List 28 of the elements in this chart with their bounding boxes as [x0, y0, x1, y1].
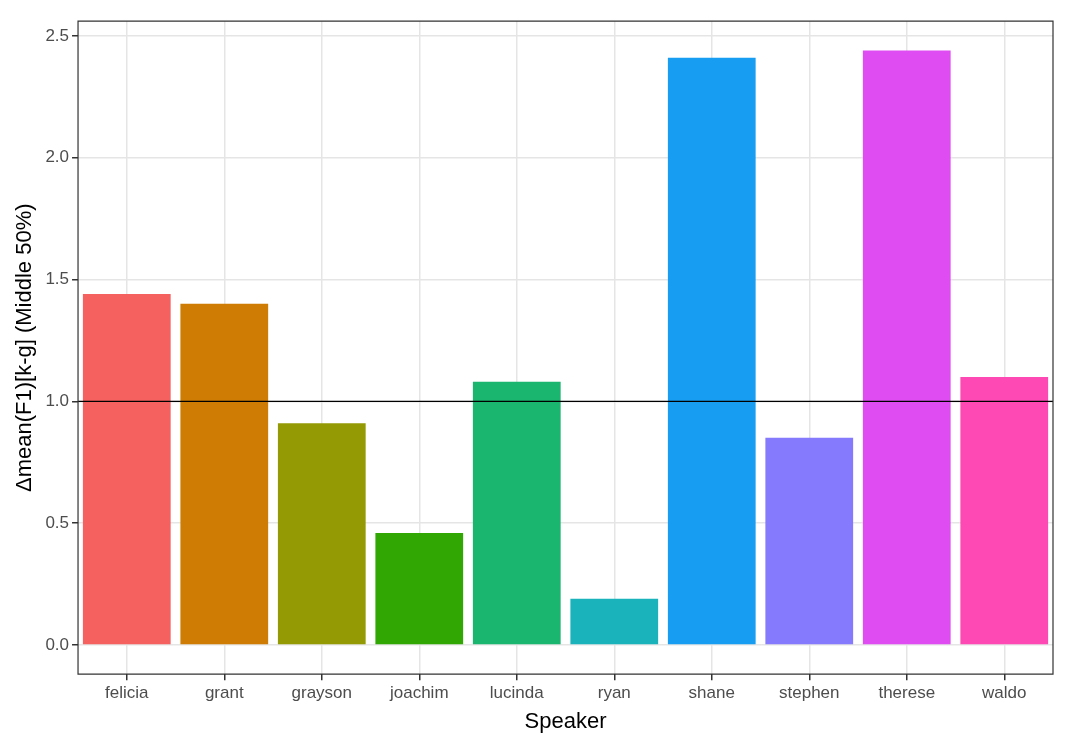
y-tick-label: 2.0 [45, 147, 70, 167]
y-tick-label: 0.5 [45, 512, 70, 532]
bar [375, 532, 464, 645]
x-tick-label: grant [204, 683, 244, 703]
bar [765, 437, 854, 645]
bar [570, 598, 659, 645]
x-tick-label: joachim [388, 683, 449, 703]
y-tick-label: 1.5 [45, 269, 70, 289]
x-tick-label: waldo [981, 683, 1027, 703]
bar [960, 376, 1049, 645]
bar [667, 57, 756, 645]
x-tick-label: ryan [597, 683, 631, 703]
bar [862, 50, 951, 645]
bar [472, 381, 561, 645]
y-tick-label: 2.5 [45, 25, 70, 45]
x-tick-label: lucinda [489, 683, 545, 703]
bar [82, 294, 171, 645]
x-tick-label: felicia [105, 683, 150, 703]
y-tick-label: 1.0 [45, 390, 70, 410]
bar [277, 423, 366, 645]
x-tick-label: stephen [779, 683, 840, 703]
x-tick-label: shane [688, 683, 735, 703]
x-axis-title: Speaker [524, 707, 607, 733]
x-tick-label: grayson [291, 683, 353, 703]
y-tick-label: 0.0 [45, 634, 70, 654]
y-axis-title: Δmean(F1)[k-g] (Middle 50%) [11, 203, 37, 492]
x-tick-label: therese [878, 683, 936, 703]
bar [180, 303, 269, 645]
